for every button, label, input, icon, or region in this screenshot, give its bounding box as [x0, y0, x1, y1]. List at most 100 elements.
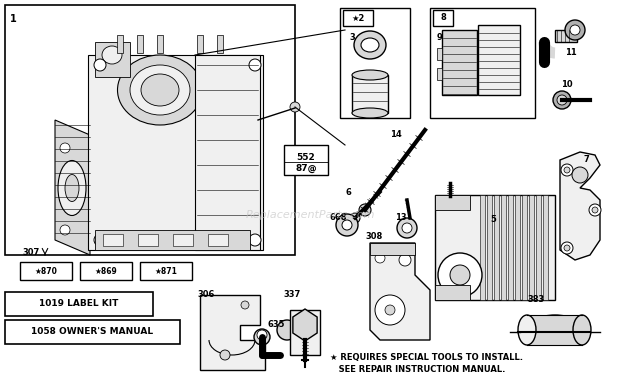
- Text: 337: 337: [283, 290, 300, 299]
- Text: 1: 1: [10, 14, 17, 24]
- Bar: [480, 195, 485, 300]
- Circle shape: [553, 91, 571, 109]
- Circle shape: [249, 234, 261, 246]
- Circle shape: [561, 164, 573, 176]
- Circle shape: [570, 25, 580, 35]
- Bar: [140, 262, 192, 280]
- Bar: [284, 145, 328, 175]
- Bar: [208, 234, 228, 246]
- Text: 308: 308: [365, 232, 383, 241]
- Circle shape: [94, 59, 106, 71]
- Polygon shape: [200, 295, 265, 370]
- Circle shape: [94, 234, 106, 246]
- Circle shape: [375, 253, 385, 263]
- Ellipse shape: [58, 161, 86, 216]
- Text: ★871: ★871: [154, 266, 177, 276]
- Bar: [157, 35, 163, 53]
- Bar: [433, 10, 453, 26]
- Ellipse shape: [352, 70, 388, 80]
- Circle shape: [557, 95, 567, 105]
- Circle shape: [450, 265, 470, 285]
- Bar: [290, 310, 320, 355]
- Text: 10: 10: [561, 80, 573, 89]
- Bar: [352, 75, 388, 113]
- Circle shape: [277, 320, 297, 340]
- Circle shape: [592, 207, 598, 213]
- Bar: [138, 234, 158, 246]
- Text: 7: 7: [583, 155, 589, 164]
- Circle shape: [402, 223, 412, 233]
- Text: 14: 14: [390, 130, 402, 139]
- Bar: [5, 320, 180, 344]
- Bar: [117, 35, 123, 53]
- Bar: [536, 195, 541, 300]
- Text: 635: 635: [268, 320, 285, 329]
- Bar: [437, 68, 442, 80]
- Bar: [543, 195, 548, 300]
- Bar: [435, 285, 470, 300]
- Circle shape: [257, 330, 267, 340]
- Bar: [195, 55, 260, 250]
- Ellipse shape: [102, 46, 122, 64]
- Bar: [95, 42, 130, 77]
- Text: 3: 3: [349, 33, 355, 42]
- Circle shape: [565, 20, 585, 40]
- Ellipse shape: [528, 315, 583, 345]
- Text: ReplacementParts.com: ReplacementParts.com: [246, 210, 374, 220]
- Text: 5: 5: [490, 215, 496, 224]
- Polygon shape: [293, 309, 317, 341]
- Text: 1058 OWNER'S MANUAL: 1058 OWNER'S MANUAL: [31, 328, 153, 336]
- Text: 13: 13: [395, 213, 407, 222]
- Bar: [5, 292, 153, 316]
- Text: 9: 9: [437, 33, 443, 42]
- Circle shape: [60, 225, 70, 235]
- Bar: [95, 230, 250, 250]
- Text: 306: 306: [197, 290, 215, 299]
- Ellipse shape: [518, 315, 536, 345]
- Bar: [217, 35, 223, 53]
- Text: 668: 668: [330, 213, 347, 222]
- Bar: [103, 234, 123, 246]
- Ellipse shape: [65, 174, 79, 201]
- Bar: [487, 195, 492, 300]
- Bar: [200, 190, 260, 200]
- Text: 11: 11: [565, 48, 577, 57]
- Bar: [88, 55, 263, 250]
- Text: 6: 6: [345, 188, 351, 197]
- Bar: [20, 262, 72, 280]
- Bar: [343, 10, 373, 26]
- Bar: [5, 5, 295, 255]
- Circle shape: [290, 102, 300, 112]
- Ellipse shape: [361, 38, 379, 52]
- Polygon shape: [560, 152, 600, 260]
- Text: ★ REQUIRES SPECIAL TOOLS TO INSTALL.: ★ REQUIRES SPECIAL TOOLS TO INSTALL.: [330, 353, 523, 362]
- Bar: [137, 35, 143, 53]
- Bar: [80, 262, 132, 280]
- Text: 552: 552: [296, 152, 316, 161]
- Text: 307: 307: [22, 248, 39, 257]
- Bar: [200, 220, 260, 230]
- Circle shape: [564, 167, 570, 173]
- Text: ★870: ★870: [35, 266, 58, 276]
- Text: 1019 LABEL KIT: 1019 LABEL KIT: [39, 300, 118, 308]
- Bar: [515, 195, 520, 300]
- Circle shape: [249, 59, 261, 71]
- Bar: [430, 8, 535, 118]
- Text: ★2: ★2: [352, 13, 365, 22]
- Bar: [527, 315, 582, 345]
- Text: 383: 383: [527, 295, 544, 304]
- Circle shape: [572, 167, 588, 183]
- Bar: [173, 234, 193, 246]
- Circle shape: [254, 329, 270, 345]
- Bar: [508, 195, 513, 300]
- Ellipse shape: [141, 74, 179, 106]
- Bar: [494, 195, 499, 300]
- Circle shape: [564, 245, 570, 251]
- Circle shape: [438, 253, 482, 297]
- Text: ★869: ★869: [95, 266, 117, 276]
- Bar: [437, 48, 442, 60]
- Bar: [200, 235, 260, 245]
- Bar: [200, 160, 260, 170]
- Bar: [501, 195, 506, 300]
- Bar: [370, 243, 415, 255]
